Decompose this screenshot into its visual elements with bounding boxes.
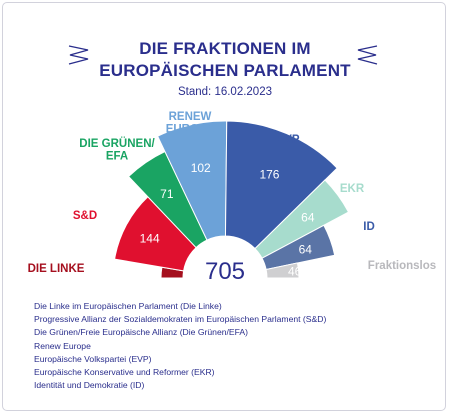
chart-date: Stand: 16.02.2023 bbox=[178, 86, 272, 98]
slice-evp bbox=[224, 120, 338, 250]
slice-label-ekr: EKR bbox=[340, 183, 365, 195]
parliament-chart: 38 144 71 102 176 64 64 46 DIE LINKE S&D DIE GRÜN… bbox=[28, 111, 437, 285]
chevron-zigzag-icon bbox=[357, 45, 378, 65]
legend-item: Renew Europe bbox=[34, 340, 91, 351]
slice-value-ekr: 64 bbox=[301, 211, 315, 225]
legend-item: Progressive Allianz der Sozialdemokraten… bbox=[34, 314, 327, 325]
legend-item: Identität und Demokratie (ID) bbox=[34, 380, 145, 391]
slice-label-fraktionslos: Fraktionslos bbox=[368, 260, 436, 272]
slice-value-die-linke: 38 bbox=[133, 264, 147, 278]
legend-item: Europäische Konservative und Reformer (E… bbox=[34, 367, 215, 378]
legend-item: Die Grünen/Freie Europäische Allianz (Di… bbox=[34, 327, 248, 338]
chart-frame bbox=[2, 2, 446, 411]
slice-value-id: 64 bbox=[299, 242, 313, 256]
slice-value-fraktionslos: 46 bbox=[288, 264, 302, 278]
chevron-zigzag-icon bbox=[68, 45, 89, 65]
slice-label-die-linke: DIE LINKE bbox=[28, 263, 85, 275]
slice-fraktionslos bbox=[265, 262, 300, 279]
chart-title-line-2: EUROPÄISCHEN PARLAMENT bbox=[99, 61, 351, 80]
slice-label-renew-europe: RENEW EUROPE bbox=[166, 111, 215, 136]
slice-value-evp: 176 bbox=[259, 167, 279, 181]
slice-value-renew-europe: 102 bbox=[191, 161, 211, 175]
slice-label-die-gr-nen-efa: DIE GRÜNEN/EFA bbox=[79, 137, 155, 163]
slice-value-s-d: 144 bbox=[140, 231, 160, 245]
total-seats-label: 705 bbox=[205, 258, 245, 285]
slice-label-evp: EVP bbox=[276, 134, 299, 146]
legend-item: Europäische Volkspartei (EVP) bbox=[34, 353, 152, 364]
slice-value-die-gr-nen-efa: 71 bbox=[160, 187, 174, 201]
slice-label-id: ID bbox=[363, 221, 375, 233]
legend: Die Linke im Europäischen Parlament (Die… bbox=[34, 300, 326, 392]
slice-label-s-d: S&D bbox=[73, 210, 97, 222]
legend-item: Die Linke im Europäischen Parlament (Die… bbox=[34, 301, 222, 311]
chart-title-line-1: DIE FRAKTIONEN IM bbox=[139, 39, 311, 58]
